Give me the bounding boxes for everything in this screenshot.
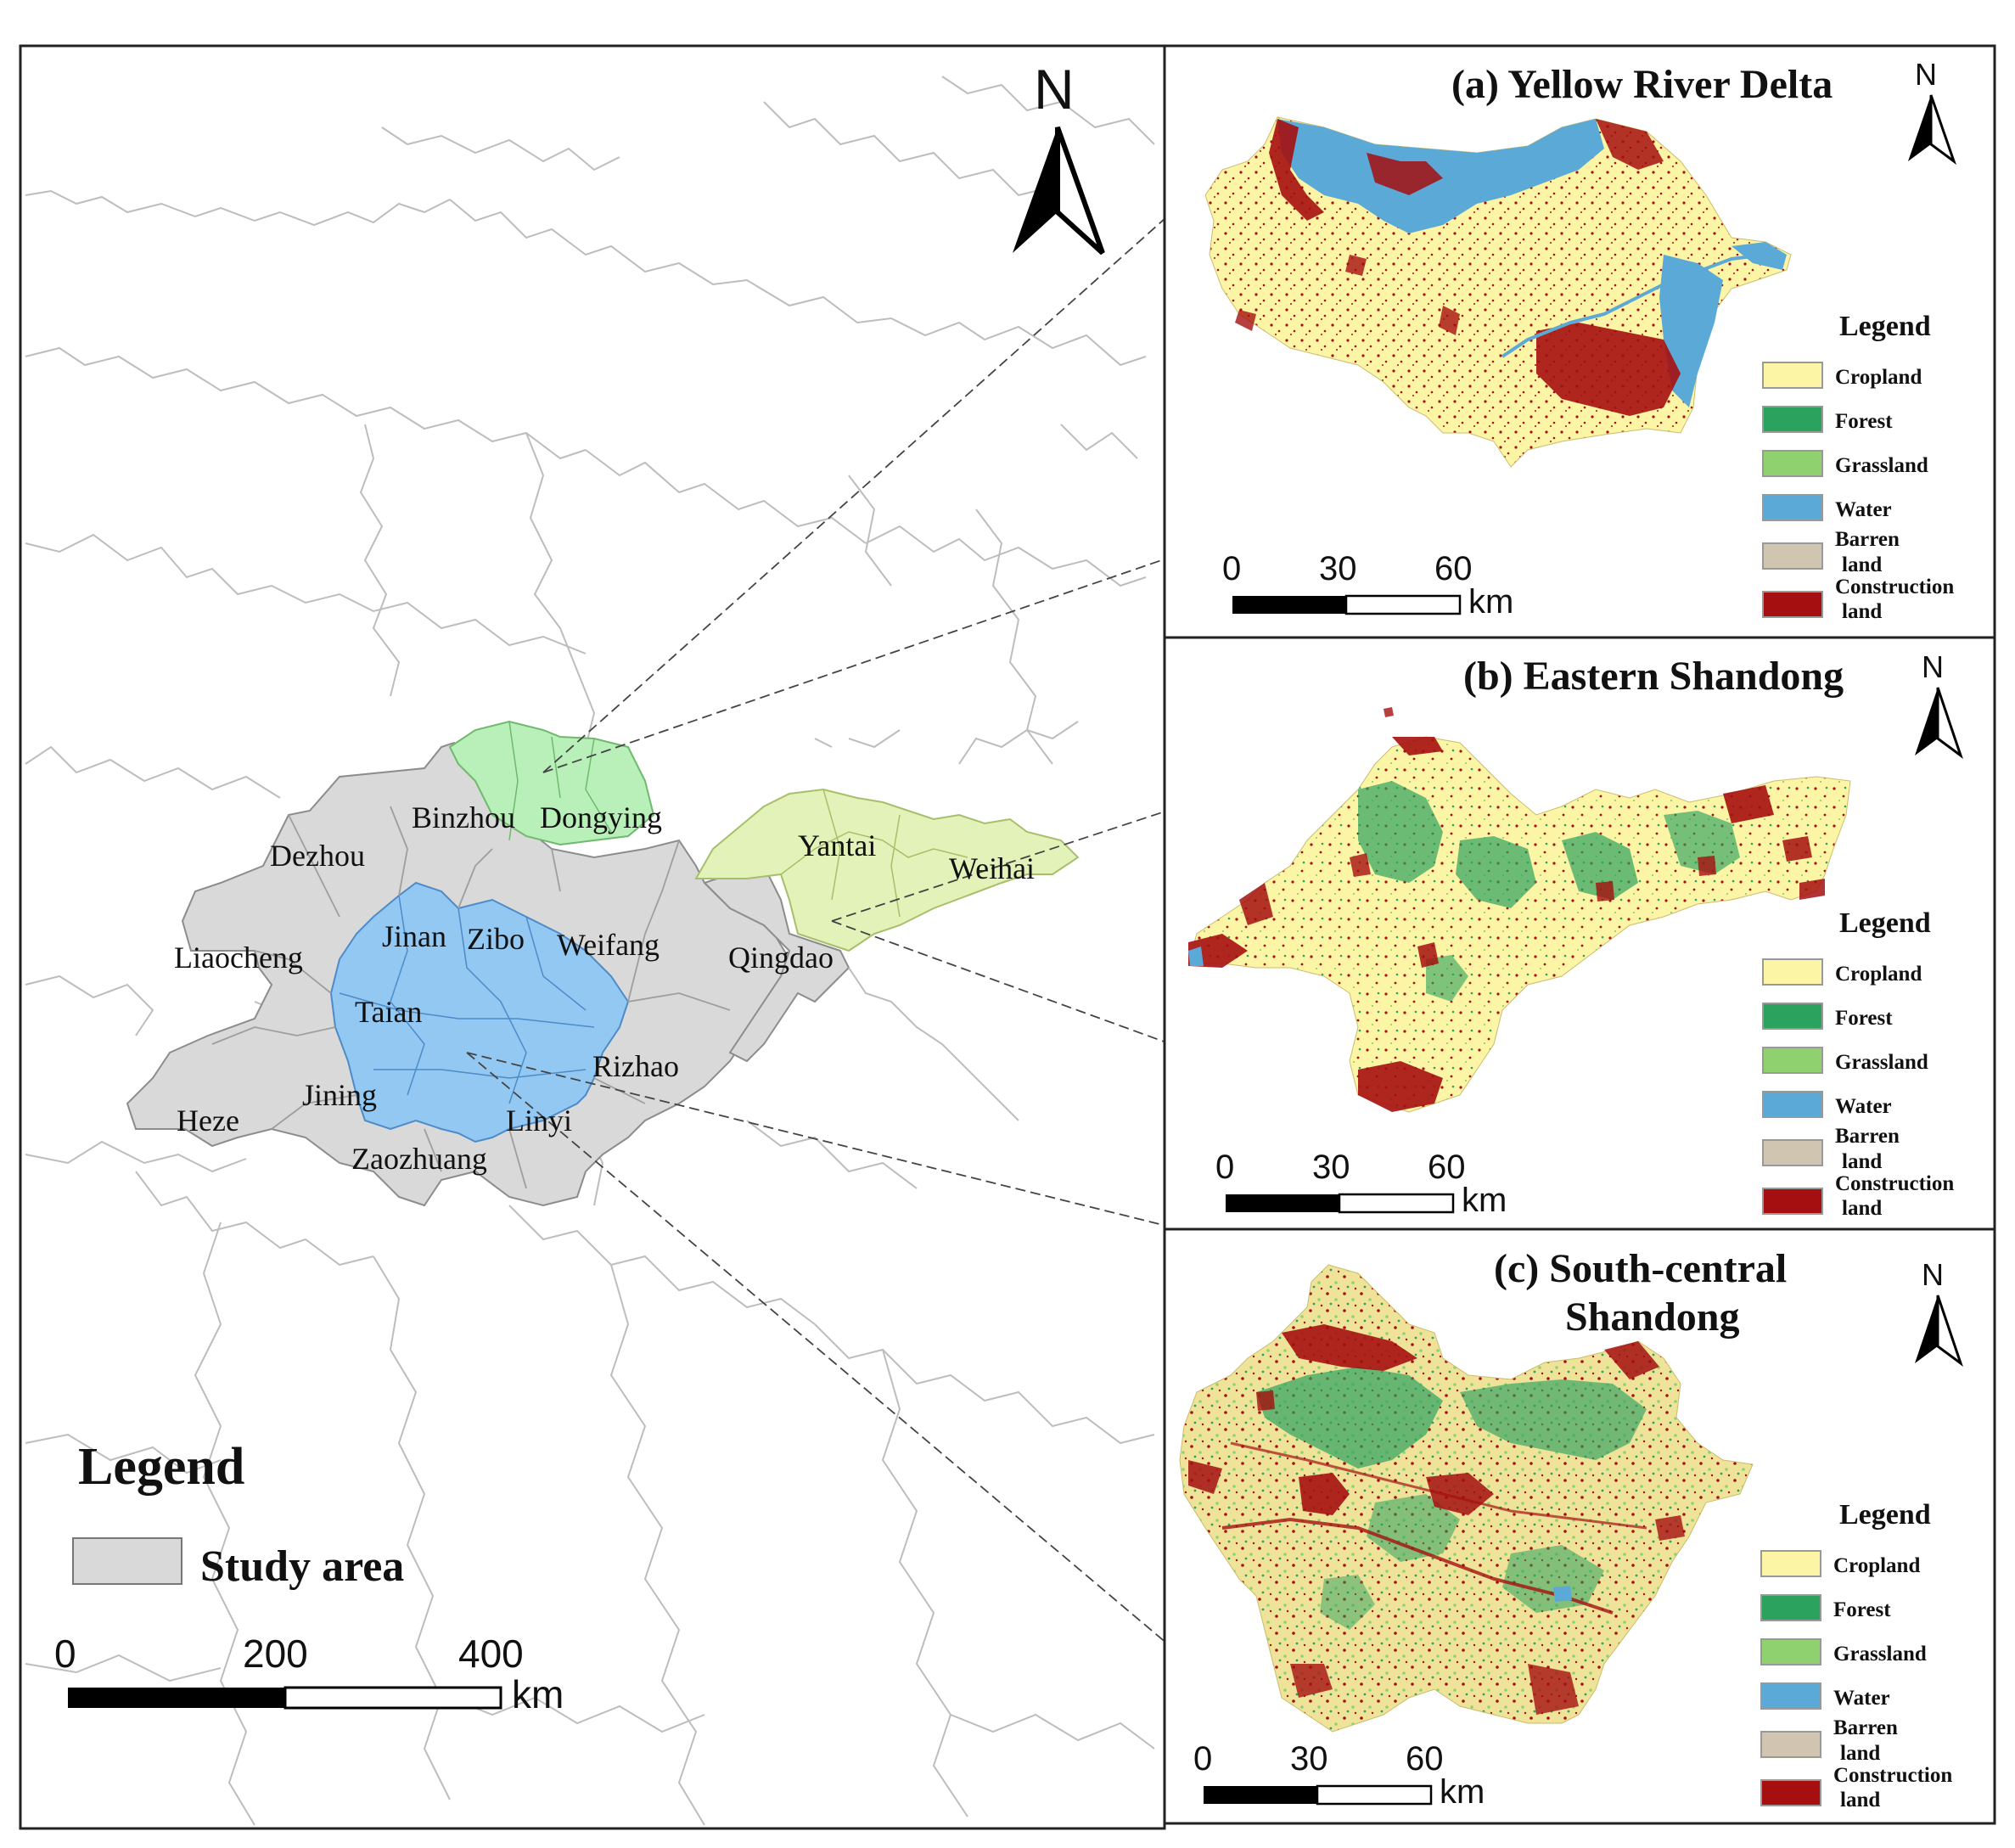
inset-a-legend-water: Water (1835, 498, 1892, 521)
city-label-qingdao: Qingdao (728, 941, 834, 975)
inset-a-panel: (a) Yellow River Delta N Legend Cropland (1163, 44, 1996, 639)
city-label-zaozhuang: Zaozhuang (351, 1142, 487, 1176)
svg-text:km: km (1468, 583, 1513, 621)
svg-text:0: 0 (1193, 1740, 1212, 1778)
inset-b-legend-barren-2: land (1842, 1150, 1882, 1173)
inset-c-panel: (c) South-central Shandong N (1163, 1227, 1996, 1825)
inset-b-legend-title: Legend (1839, 907, 1931, 939)
inset-a-scale-bar: 0 30 60 km (1222, 550, 1513, 621)
svg-text:km: km (1440, 1773, 1485, 1811)
inset-c-legend-barren-2: land (1840, 1742, 1880, 1765)
study-area-label: Study area (200, 1542, 404, 1591)
svg-text:60: 60 (1434, 550, 1473, 587)
inset-b-legend-water: Water (1835, 1095, 1892, 1118)
inset-b-legend-barren: Barren (1835, 1125, 1900, 1148)
inset-c-legend-forest: Forest (1833, 1598, 1891, 1621)
inset-b-north-arrow: N (1915, 649, 1963, 760)
city-label-rizhao: Rizhao (592, 1049, 679, 1083)
city-label-dezhou: Dezhou (270, 839, 365, 873)
inset-c-legend-construction: Construction (1833, 1764, 1952, 1787)
inset-a-title: (a) Yellow River Delta (1451, 62, 1833, 107)
city-label-zibo: Zibo (467, 922, 525, 956)
city-label-weifang: Weifang (557, 928, 660, 962)
inset-c-north-label: N (1922, 1257, 1944, 1292)
city-label-dongying: Dongying (540, 800, 662, 834)
inset-a-legend-title: Legend (1839, 311, 1931, 342)
inset-b-legend-forest: Forest (1835, 1007, 1893, 1030)
inset-a-land-cover-map (1204, 116, 1792, 468)
main-scale-tick-0: 0 (54, 1632, 76, 1676)
main-scale-bar: 0 200 400 km (54, 1632, 564, 1716)
inset-b-legend-grassland: Grassland (1835, 1051, 1928, 1074)
city-label-linyi: Linyi (506, 1104, 572, 1137)
inset-c-legend-grassland: Grassland (1833, 1643, 1927, 1665)
inset-a-legend: Legend Cropland Forest Grassland Water B… (1762, 311, 1954, 623)
city-label-jinan: Jinan (382, 919, 446, 953)
inset-c-legend-cropland: Cropland (1833, 1554, 1920, 1577)
inset-a-legend-barren: Barren (1835, 528, 1900, 551)
main-scale-tick-200: 200 (243, 1632, 308, 1676)
city-label-binzhou: Binzhou (412, 800, 515, 834)
main-legend: Legend Study area (72, 1438, 404, 1591)
main-legend-title: Legend (78, 1438, 244, 1496)
inset-b-legend-construction: Construction (1835, 1172, 1954, 1195)
svg-text:30: 30 (1319, 550, 1357, 587)
inset-b-scale-bar: 0 30 60 km (1215, 1149, 1507, 1219)
eastern-shandong-region (694, 788, 1080, 952)
inset-a-north-label: N (1915, 57, 1937, 92)
city-label-jining: Jining (302, 1078, 377, 1112)
inset-c-legend-barren: Barren (1833, 1716, 1898, 1739)
coastline-islands (814, 721, 1079, 1121)
inset-c-north-arrow: N (1915, 1257, 1963, 1368)
inset-a-legend-barren-2: land (1842, 553, 1882, 576)
main-north-arrow: N (1013, 58, 1105, 256)
city-labels: Binzhou Dongying Dezhou Yantai Weihai Ji… (174, 800, 1035, 1176)
main-north-label: N (1034, 58, 1075, 121)
city-label-taian: Taian (355, 995, 422, 1029)
inset-b-legend-construction-2: land (1842, 1197, 1882, 1220)
svg-text:60: 60 (1406, 1740, 1444, 1778)
inset-c-title: (c) South-central (1494, 1246, 1787, 1291)
city-label-liaocheng: Liaocheng (174, 941, 303, 975)
svg-text:30: 30 (1312, 1149, 1350, 1186)
inset-b-land-cover-map (1187, 707, 1851, 1113)
south-central-shandong-region (329, 881, 630, 1143)
inset-b-panel: (b) Eastern Shandong N (1163, 636, 1996, 1231)
inset-b-title: (b) Eastern Shandong (1463, 654, 1844, 699)
inset-b-north-label: N (1922, 649, 1944, 684)
inset-b-legend-cropland: Cropland (1835, 963, 1922, 986)
svg-text:km: km (1462, 1182, 1507, 1219)
inset-c-land-cover-map (1179, 1264, 1754, 1733)
inset-c-legend: Legend Cropland Forest Grassland Water B… (1760, 1499, 1952, 1811)
city-label-yantai: Yantai (798, 829, 876, 862)
study-area-swatch (72, 1537, 182, 1585)
main-scale-unit: km (512, 1672, 564, 1716)
inset-c-title-line2: Shandong (1565, 1295, 1739, 1340)
svg-text:0: 0 (1222, 550, 1241, 587)
inset-b-legend: Legend Cropland Forest Grassland Water B… (1762, 907, 1954, 1220)
inset-a-legend-forest: Forest (1835, 410, 1893, 433)
inset-a-north-arrow: N (1908, 57, 1957, 166)
city-label-weihai: Weihai (949, 851, 1035, 885)
inset-a-legend-grassland: Grassland (1835, 454, 1928, 477)
inset-c-legend-construction-2: land (1840, 1789, 1880, 1811)
study-area-qingdao (703, 864, 850, 1063)
inset-a-legend-cropland: Cropland (1835, 366, 1922, 389)
main-scale-tick-400: 400 (458, 1632, 524, 1676)
inset-c-scale-bar: 0 30 60 km (1193, 1740, 1485, 1811)
inset-a-legend-construction-2: land (1842, 600, 1882, 623)
inset-c-legend-title: Legend (1839, 1499, 1931, 1531)
inset-a-legend-construction: Construction (1835, 576, 1954, 598)
svg-text:0: 0 (1215, 1149, 1234, 1186)
svg-text:30: 30 (1290, 1740, 1328, 1778)
china-provincial-boundaries (25, 76, 1155, 1826)
svg-text:60: 60 (1428, 1149, 1466, 1186)
city-label-heze: Heze (177, 1104, 239, 1137)
inset-c-legend-water: Water (1833, 1687, 1890, 1710)
